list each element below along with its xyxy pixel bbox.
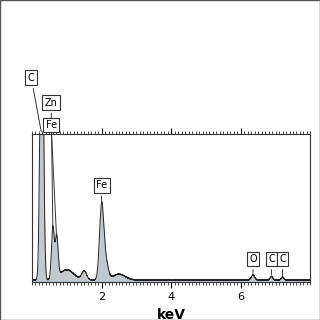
Text: Fe: Fe: [45, 120, 57, 238]
Text: C: C: [28, 73, 41, 132]
Text: O: O: [249, 254, 257, 273]
X-axis label: keV: keV: [157, 308, 186, 320]
Text: C: C: [279, 254, 286, 276]
Text: Zn: Zn: [45, 98, 58, 227]
Text: C: C: [268, 254, 275, 275]
Text: Fe: Fe: [96, 180, 107, 204]
